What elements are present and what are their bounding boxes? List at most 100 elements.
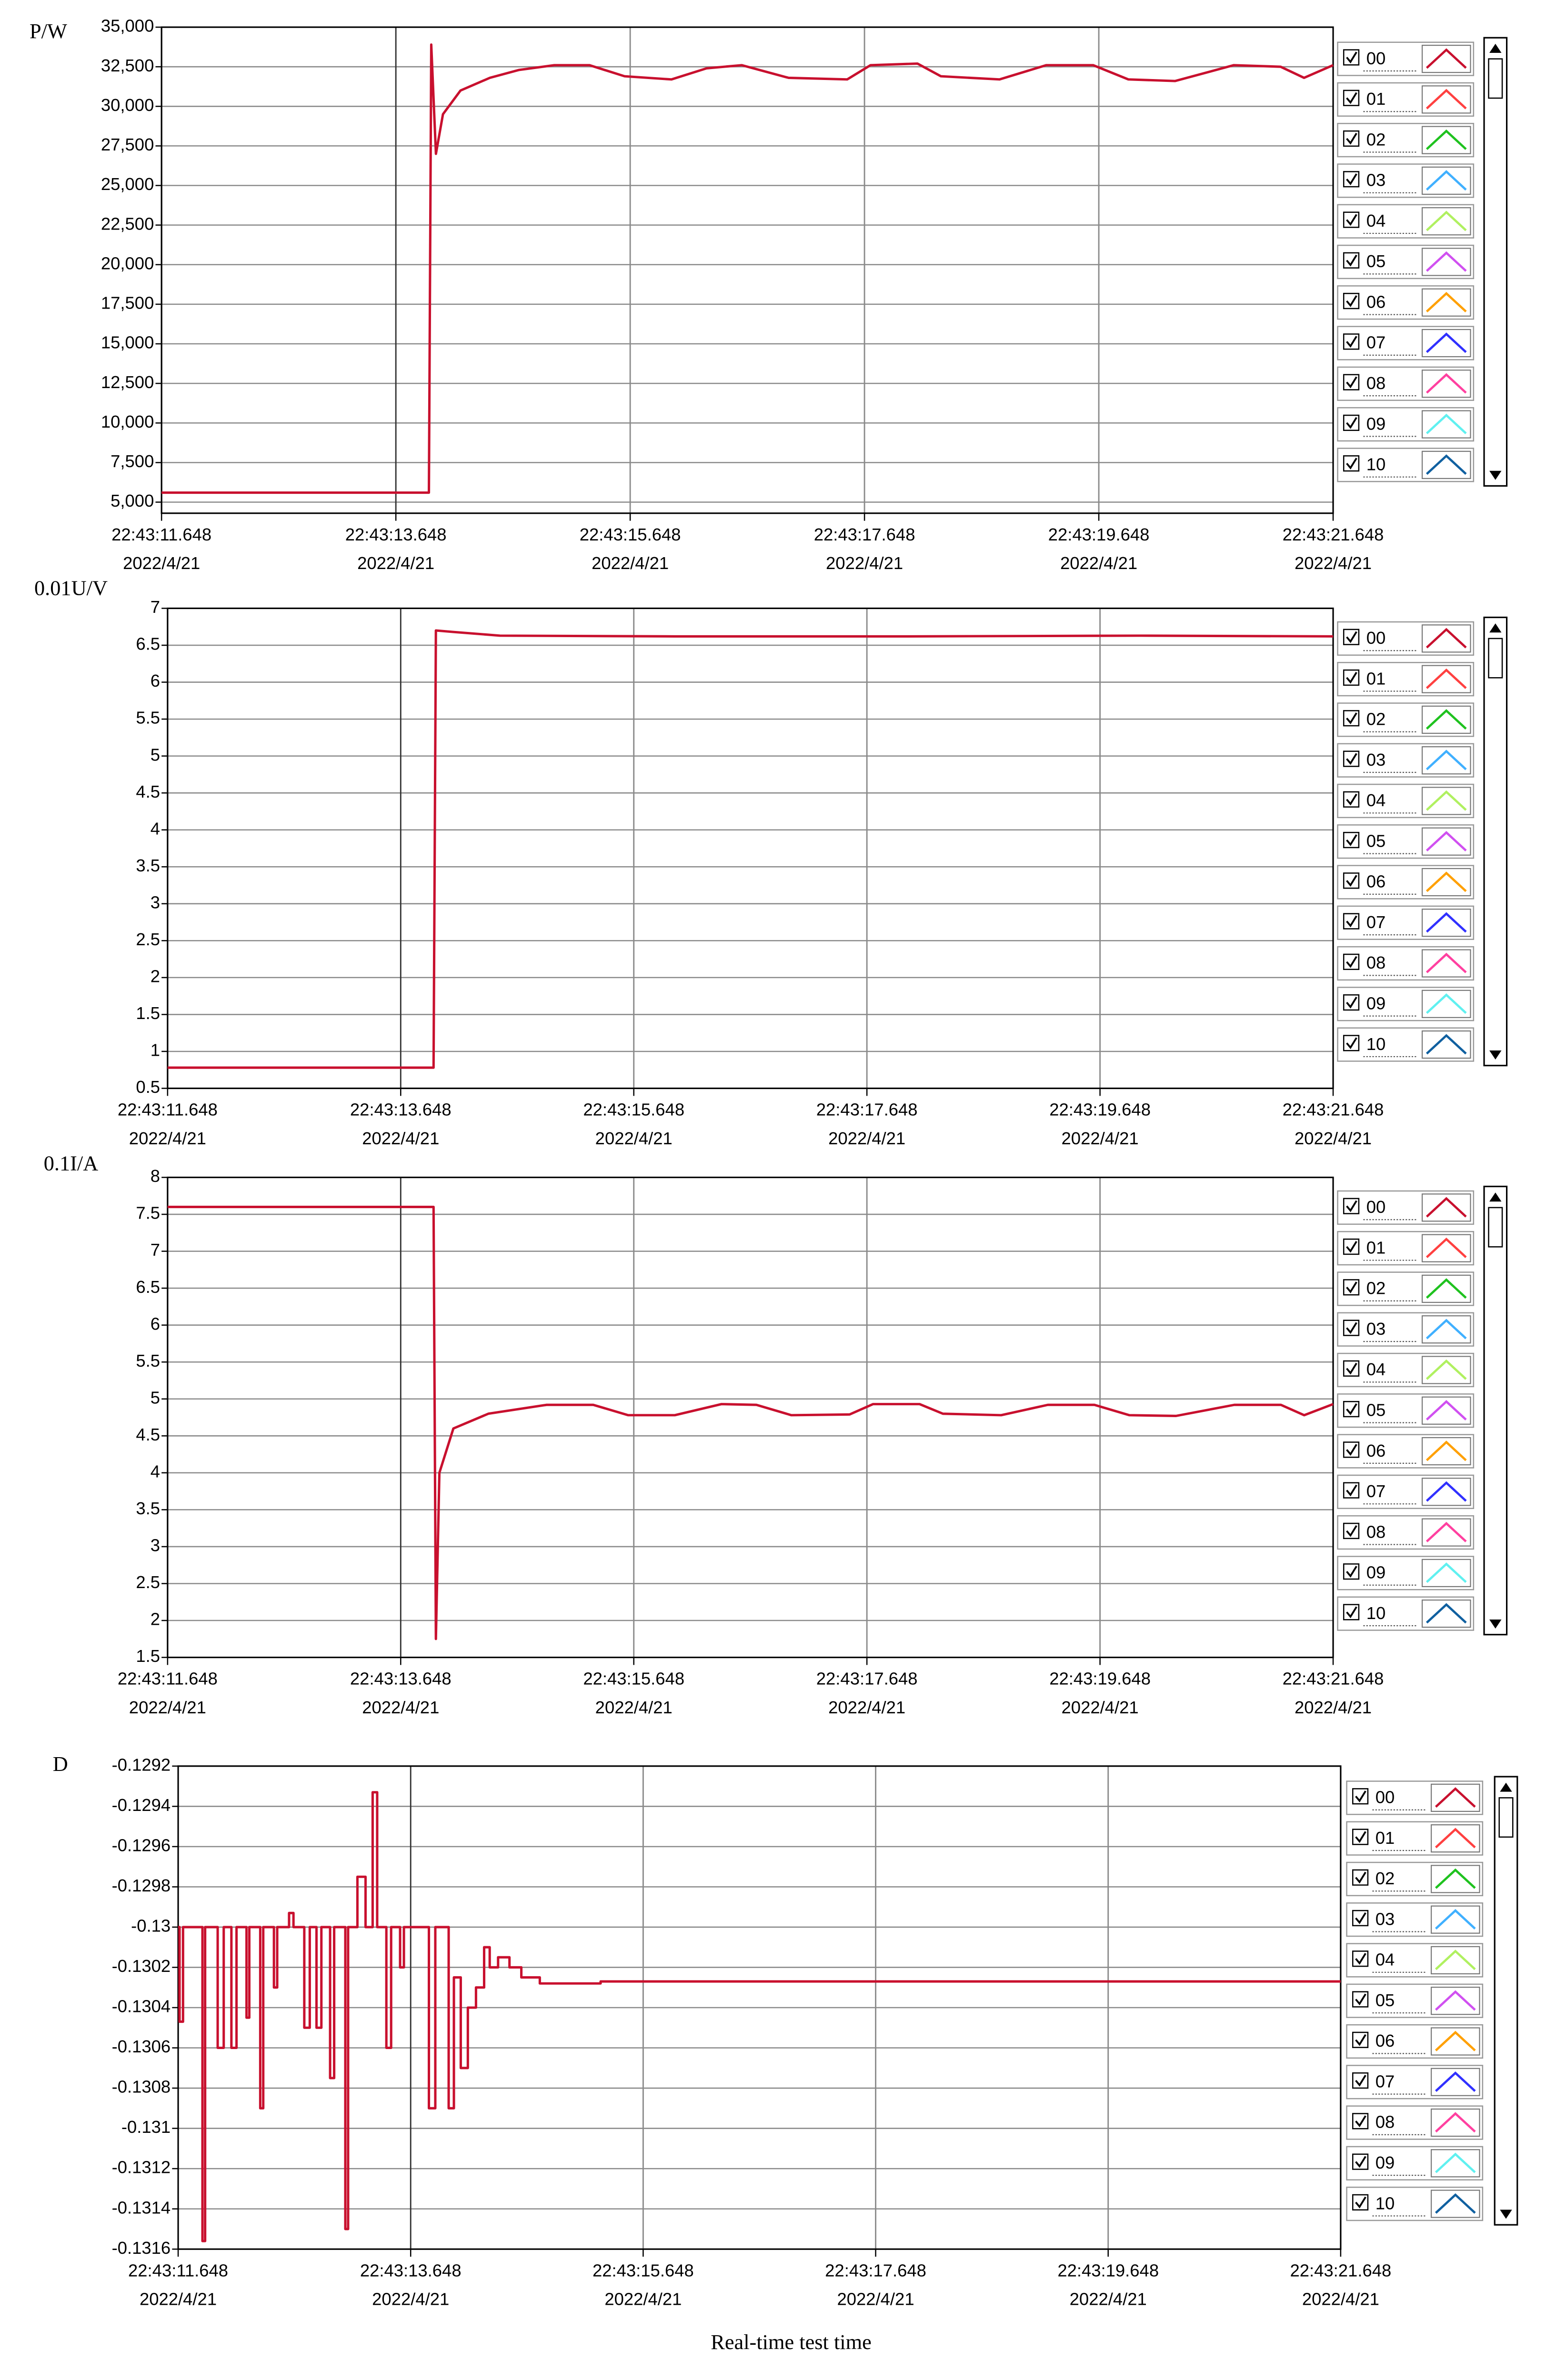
- y-tick-label: -0.1314: [112, 2198, 171, 2217]
- legend-label: 03: [1366, 750, 1386, 770]
- legend-checkbox: [1343, 333, 1360, 350]
- legend-swatch: [1435, 1828, 1476, 1849]
- data-line: [178, 1791, 1341, 2242]
- y-tick-label: -0.1294: [112, 1795, 171, 1815]
- legend-label: 00: [1375, 1788, 1395, 1807]
- scrollbar: [1494, 1776, 1518, 2226]
- legend-check: [1346, 214, 1357, 226]
- scroll-up: [1489, 623, 1502, 633]
- y-tick-label: 1.5: [136, 1646, 160, 1666]
- y-tick-label: -0.1296: [112, 1835, 171, 1855]
- x-tick-date: 2022/4/21: [1060, 553, 1137, 573]
- legend-check: [1346, 631, 1357, 643]
- y-tick-label: 5,000: [110, 491, 154, 510]
- legend-check: [1355, 1790, 1366, 1802]
- legend-check: [1346, 753, 1357, 765]
- x-tick-label: 22:43:17.648: [825, 2260, 926, 2280]
- legend-label: 02: [1366, 710, 1386, 729]
- y-tick-label: 15,000: [101, 333, 154, 352]
- x-tick-date: 2022/4/21: [362, 1698, 439, 1717]
- y-tick-label: 3.5: [136, 856, 160, 875]
- legend-swatch: [1426, 129, 1467, 150]
- legend-swatch: [1435, 1787, 1476, 1808]
- x-tick-label: 22:43:13.648: [350, 1100, 452, 1120]
- legend-check: [1346, 915, 1357, 928]
- legend-label: 09: [1375, 2153, 1395, 2172]
- x-tick-label: 22:43:19.648: [1057, 2260, 1159, 2280]
- scroll-down: [1500, 2210, 1512, 2219]
- y-tick-label: 4: [151, 1461, 160, 1481]
- legend-check: [1355, 2196, 1366, 2209]
- legend-check: [1346, 956, 1357, 968]
- x-tick-date: 2022/4/21: [123, 553, 200, 573]
- legend-check: [1346, 1362, 1357, 1375]
- x-tick-date: 2022/4/21: [1062, 1129, 1139, 1148]
- y-tick-label: -0.1312: [112, 2158, 171, 2177]
- y-tick-label: -0.1316: [112, 2238, 171, 2258]
- legend-checkbox: [1352, 1829, 1369, 1845]
- legend-check: [1346, 997, 1357, 1009]
- chart-panel: 5,000 7,500 10,000 12,500 15,000 17,500 20,000…: [30, 16, 1384, 573]
- legend-check: [1346, 132, 1357, 145]
- legend-label: 04: [1366, 211, 1386, 230]
- legend-label: 05: [1366, 1400, 1386, 1420]
- legend-swatch: [1426, 170, 1467, 191]
- y-tick-label: 5: [151, 1388, 160, 1407]
- x-tick-label: 22:43:11.648: [111, 525, 211, 544]
- legend-label: 04: [1366, 790, 1386, 810]
- legend-label: 10: [1366, 455, 1386, 474]
- legend-label: 07: [1375, 2071, 1395, 2091]
- legend-check: [1355, 1831, 1366, 1843]
- legend-swatch: [1426, 1278, 1467, 1299]
- legend-label: 07: [1366, 912, 1386, 932]
- y-tick-label: 30,000: [101, 95, 154, 115]
- legend: 00 01 02 03 04 05 06 07 08 09 10: [1337, 37, 1508, 487]
- x-tick-date: 2022/4/21: [1295, 1698, 1372, 1717]
- y-tick-label: 1: [151, 1040, 160, 1060]
- legend-swatch: [1426, 1521, 1467, 1542]
- legend-check: [1346, 834, 1357, 846]
- legend-swatch: [1426, 1197, 1467, 1218]
- x-tick-label: 22:43:21.648: [1290, 2260, 1392, 2280]
- chart-panel: 1.5 2 2.5 3 3.5 4 4.5 5 5.5 6 6.5 7 7.5 8 22:43:11.648…: [44, 1151, 1384, 1717]
- legend-swatch: [1426, 332, 1467, 353]
- y-tick-label: 5.5: [136, 708, 160, 728]
- legend-label: 01: [1366, 1238, 1386, 1257]
- x-tick-label: 22:43:11.648: [118, 1669, 218, 1689]
- legend-label: 00: [1366, 628, 1386, 648]
- scroll-thumb: [1488, 1207, 1503, 1248]
- y-tick-label: -0.13: [131, 1916, 171, 1936]
- legend-swatch: [1426, 291, 1467, 313]
- legend-swatch-box: [1421, 207, 1471, 236]
- legend-swatch: [1435, 2193, 1476, 2214]
- x-tick-date: 2022/4/21: [1062, 1698, 1139, 1717]
- y-tick-label: 8: [151, 1166, 160, 1186]
- y-tick-label: 7: [151, 1240, 160, 1260]
- x-tick-label: 22:43:17.648: [816, 1669, 918, 1689]
- legend-check: [1346, 51, 1357, 64]
- legend-label: 02: [1366, 1279, 1386, 1298]
- legend: 00 01 02 03 04 05 06 07 08 09 10: [1337, 616, 1508, 1067]
- x-tick-date: 2022/4/21: [372, 2290, 449, 2309]
- legend-swatch: [1426, 750, 1467, 770]
- scroll-down: [1489, 1619, 1502, 1629]
- x-tick-label: 22:43:13.648: [350, 1669, 452, 1689]
- y-tick-label: 35,000: [101, 16, 154, 36]
- legend-swatch: [1426, 1319, 1467, 1340]
- x-tick-label: 22:43:19.648: [1049, 1669, 1151, 1689]
- data-line: [161, 43, 1334, 494]
- y-tick-label: 6: [151, 1314, 160, 1333]
- x-tick-label: 22:43:19.648: [1048, 525, 1150, 544]
- legend-swatch: [1426, 89, 1467, 110]
- x-tick-label: 22:43:15.648: [583, 1669, 684, 1689]
- legend-swatch-box: [1421, 248, 1471, 276]
- legend-swatch: [1426, 48, 1467, 69]
- y-tick-label: 25,000: [101, 174, 154, 194]
- legend-checkbox: [1343, 1279, 1360, 1296]
- x-tick-date: 2022/4/21: [604, 2290, 682, 2309]
- scroll-up: [1489, 43, 1502, 53]
- chart-panel: 0.5 1 1.5 2 2.5 3 3.5 4 4.5 5 5.5 6 6.5 7 22:43:11.648…: [34, 576, 1384, 1148]
- y-tick-label: 4.5: [136, 1425, 160, 1444]
- y-tick-label: 32,500: [101, 56, 154, 75]
